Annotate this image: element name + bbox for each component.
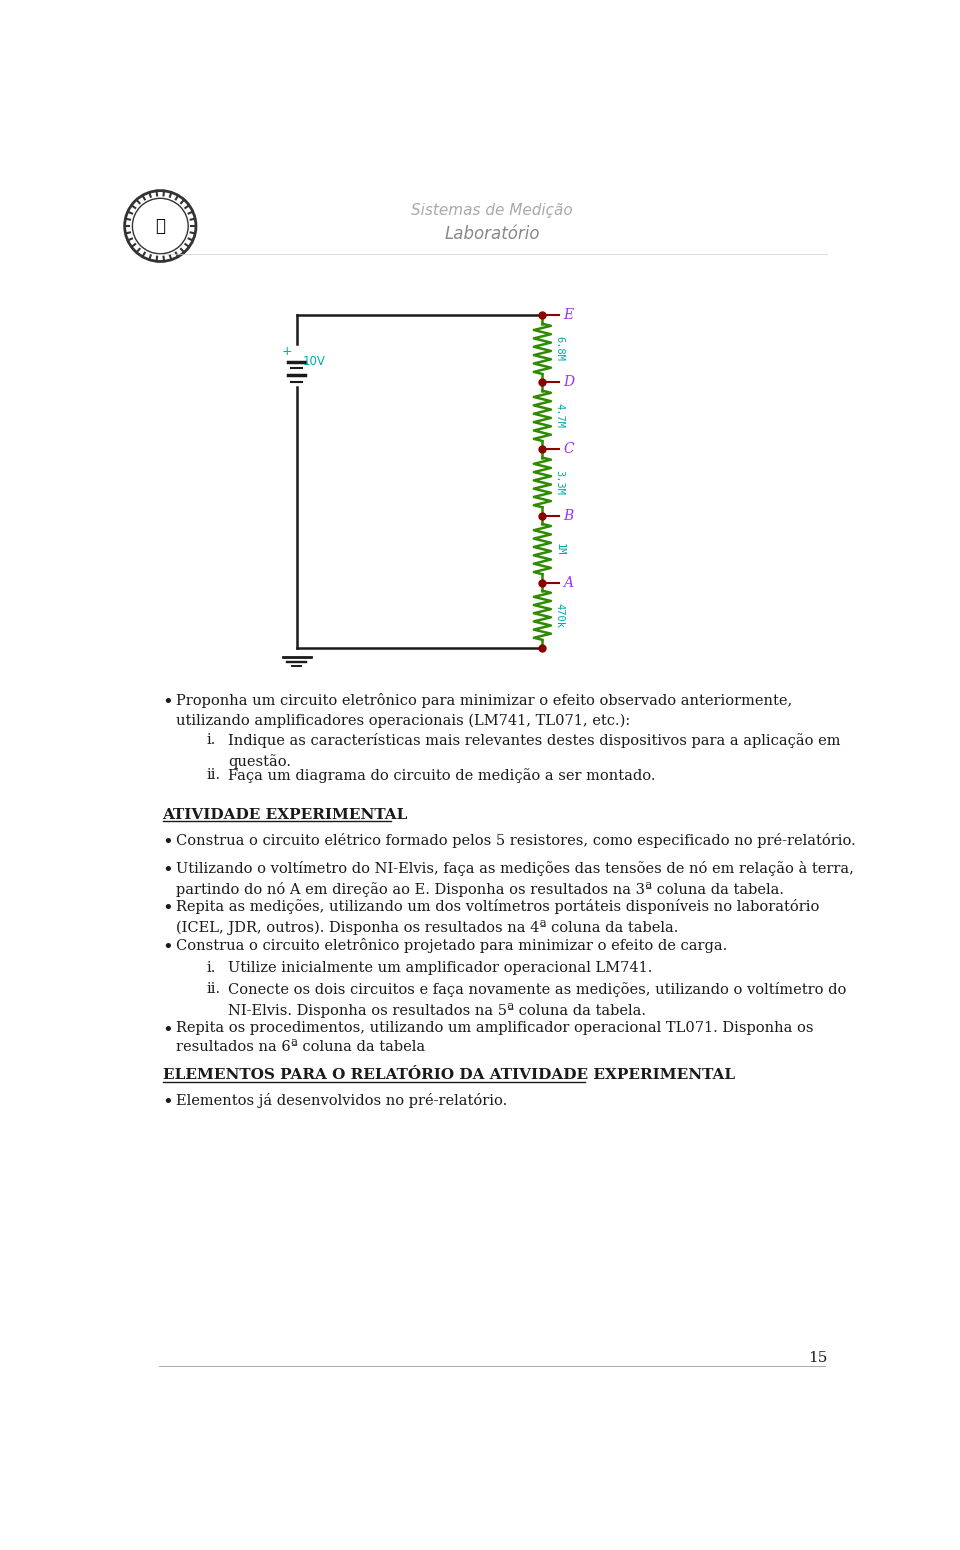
Text: Construa o circuito eletrônico projetado para minimizar o efeito de carga.: Construa o circuito eletrônico projetado… bbox=[176, 938, 727, 953]
Text: 4.7M: 4.7M bbox=[555, 403, 564, 428]
Text: •: • bbox=[162, 938, 174, 955]
Text: •: • bbox=[162, 899, 174, 918]
Text: 10V: 10V bbox=[303, 355, 325, 367]
Text: ELEMENTOS PARA O RELATÓRIO DA ATIVIDADE EXPERIMENTAL: ELEMENTOS PARA O RELATÓRIO DA ATIVIDADE … bbox=[162, 1068, 734, 1082]
Text: i.: i. bbox=[206, 733, 216, 747]
Text: •: • bbox=[162, 860, 174, 879]
Text: Repita os procedimentos, utilizando um amplificador operacional TL071. Disponha : Repita os procedimentos, utilizando um a… bbox=[176, 1021, 813, 1054]
Text: •: • bbox=[162, 1021, 174, 1038]
Text: C: C bbox=[564, 442, 574, 456]
Text: Proponha um circuito eletrônico para minimizar o efeito observado anteriormente,: Proponha um circuito eletrônico para min… bbox=[176, 693, 792, 728]
Text: E: E bbox=[564, 308, 573, 322]
Text: Sistemas de Medição: Sistemas de Medição bbox=[411, 203, 573, 219]
Text: 15: 15 bbox=[807, 1352, 828, 1366]
Text: i.: i. bbox=[206, 961, 216, 975]
Text: ATIVIDADE EXPERIMENTAL: ATIVIDADE EXPERIMENTAL bbox=[162, 808, 408, 822]
Text: •: • bbox=[162, 693, 174, 710]
Text: B: B bbox=[564, 508, 573, 522]
Text: Elementos já desenvolvidos no pré-relatório.: Elementos já desenvolvidos no pré-relató… bbox=[176, 1093, 507, 1108]
Text: A: A bbox=[564, 575, 573, 589]
Text: Faça um diagrama do circuito de medição a ser montado.: Faça um diagrama do circuito de medição … bbox=[228, 769, 656, 783]
Text: 📖: 📖 bbox=[156, 217, 165, 236]
Text: Indique as características mais relevantes destes dispositivos para a aplicação : Indique as características mais relevant… bbox=[228, 733, 841, 769]
Text: +: + bbox=[282, 346, 293, 358]
Text: ii.: ii. bbox=[206, 769, 221, 783]
Text: 1M: 1M bbox=[555, 542, 564, 555]
Text: •: • bbox=[162, 832, 174, 851]
Text: •: • bbox=[162, 1093, 174, 1111]
Text: D: D bbox=[564, 375, 574, 389]
Text: Repita as medições, utilizando um dos voltímetros portáteis disponíveis no labor: Repita as medições, utilizando um dos vo… bbox=[176, 899, 819, 935]
Text: Construa o circuito elétrico formado pelos 5 resistores, como especificado no pr: Construa o circuito elétrico formado pel… bbox=[176, 832, 855, 848]
Text: 470k: 470k bbox=[555, 603, 564, 628]
Text: Laboratório: Laboratório bbox=[444, 225, 540, 243]
Text: 6.8M: 6.8M bbox=[555, 336, 564, 361]
Text: ii.: ii. bbox=[206, 983, 221, 997]
Text: Utilize inicialmente um amplificador operacional LM741.: Utilize inicialmente um amplificador ope… bbox=[228, 961, 653, 975]
Text: 3.3M: 3.3M bbox=[555, 470, 564, 494]
Text: Conecte os dois circuitos e faça novamente as medições, utilizando o voltímetro : Conecte os dois circuitos e faça novamen… bbox=[228, 983, 847, 1018]
Text: Utilizando o voltímetro do NI-Elvis, faça as medições das tensões de nó em relaç: Utilizando o voltímetro do NI-Elvis, faç… bbox=[176, 860, 853, 896]
